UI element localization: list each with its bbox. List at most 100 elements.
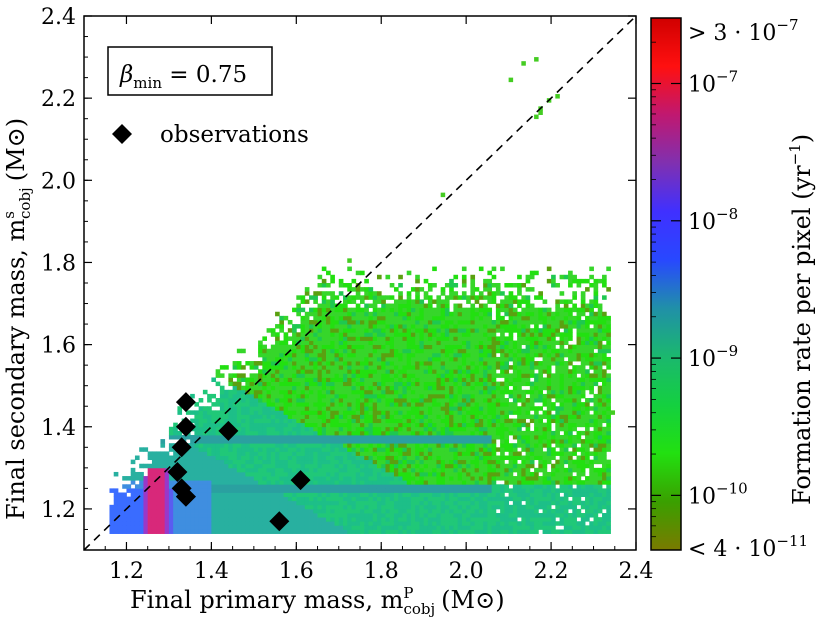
heatmap-cell [512, 283, 518, 288]
heatmap-cell [343, 525, 348, 530]
heatmap-cell [410, 319, 416, 325]
heatmap-cell [236, 525, 242, 530]
heatmap-cell [173, 521, 178, 526]
heatmap-cell [453, 398, 459, 403]
heatmap-cell [559, 393, 565, 399]
heatmap-cell [279, 471, 284, 477]
heatmap-cell [410, 459, 416, 465]
heatmap-cell [338, 430, 344, 436]
heatmap-cell [351, 480, 357, 485]
heatmap-cell [347, 414, 352, 419]
heatmap-cell [466, 319, 471, 325]
heatmap-cell [427, 496, 433, 502]
heatmap-cell [270, 443, 276, 448]
heatmap-cell [529, 352, 535, 358]
heatmap-cell [347, 439, 352, 444]
heatmap-cell [287, 463, 293, 469]
heatmap-cell [521, 406, 526, 411]
heatmap-cell [275, 488, 280, 493]
heatmap-cell [521, 377, 526, 382]
heatmap-cell [224, 447, 229, 452]
heatmap-cell [470, 500, 476, 506]
heatmap-cell [466, 455, 471, 461]
heatmap-cell [198, 496, 204, 502]
heatmap-cell [517, 369, 522, 374]
heatmap-cell [143, 492, 149, 497]
heatmap-cell [457, 504, 463, 510]
heatmap-cell [215, 496, 221, 502]
heatmap-cell [393, 439, 399, 444]
heatmap-cell [444, 406, 450, 411]
heatmap-cell [117, 500, 123, 506]
heatmap-cell [504, 480, 510, 485]
heatmap-cell [406, 340, 412, 346]
heatmap-cell [262, 414, 267, 419]
heatmap-cell [309, 434, 314, 440]
heatmap-cell [517, 283, 522, 288]
heatmap-cell [376, 430, 382, 436]
heatmap-cell [444, 517, 450, 522]
heatmap-cell [279, 443, 284, 448]
heatmap-cell [457, 352, 463, 358]
heatmap-cell [168, 430, 174, 436]
heatmap-cell [440, 410, 446, 415]
heatmap-cell [521, 389, 526, 395]
heatmap-cell [406, 529, 412, 534]
heatmap-cell [466, 496, 471, 502]
heatmap-cell [517, 496, 522, 502]
heatmap-cell [427, 439, 433, 444]
heatmap-cell [334, 385, 340, 391]
heatmap-cell [355, 332, 361, 337]
heatmap-cell [376, 500, 382, 506]
heatmap-cell [398, 430, 403, 436]
heatmap-cell [224, 500, 229, 506]
heatmap-cell [232, 410, 238, 415]
heatmap-cell [563, 451, 569, 456]
heatmap-cell [224, 513, 229, 518]
heatmap-cell [551, 418, 556, 424]
heatmap-cell [287, 361, 293, 366]
heatmap-cell [555, 361, 560, 366]
heatmap-cell [360, 496, 365, 502]
heatmap-cell [474, 455, 480, 461]
heatmap-cell [296, 377, 301, 382]
heatmap-cell [440, 488, 446, 493]
heatmap-cell [440, 332, 446, 337]
heatmap-cell [542, 299, 548, 304]
heatmap-cell [296, 443, 301, 448]
heatmap-cell [376, 332, 382, 337]
heatmap-cell [491, 488, 497, 493]
heatmap-cell [147, 480, 153, 485]
heatmap-cell [334, 361, 340, 366]
heatmap-cell [343, 476, 348, 481]
heatmap-cell [419, 344, 425, 350]
heatmap-cell [343, 451, 348, 456]
heatmap-cell [368, 377, 374, 382]
heatmap-cell [173, 496, 178, 502]
heatmap-cell [249, 373, 255, 378]
heatmap-cell [232, 385, 238, 391]
heatmap-cell [474, 344, 480, 350]
heatmap-cell [283, 451, 289, 456]
heatmap-cell [309, 332, 314, 337]
heatmap-cell [563, 525, 569, 530]
heatmap-cell [559, 406, 565, 411]
heatmap-cell [398, 406, 403, 411]
heatmap-cell [326, 434, 331, 440]
heatmap-cell [177, 430, 183, 436]
heatmap-cell [330, 295, 335, 300]
heatmap-cell [245, 500, 250, 506]
heatmap-cell [410, 344, 416, 350]
heatmap-cell [249, 476, 255, 481]
heatmap-cell [440, 324, 446, 329]
heatmap-cell [406, 381, 412, 387]
heatmap-cell [449, 336, 454, 341]
heatmap-cell [529, 315, 535, 321]
heatmap-cell [330, 496, 335, 502]
heatmap-cell [253, 525, 259, 530]
heatmap-cell [551, 471, 556, 477]
heatmap-cell [402, 521, 408, 526]
heatmap-cell [309, 443, 314, 448]
heatmap-cell [393, 426, 399, 432]
heatmap-cell [444, 324, 450, 329]
